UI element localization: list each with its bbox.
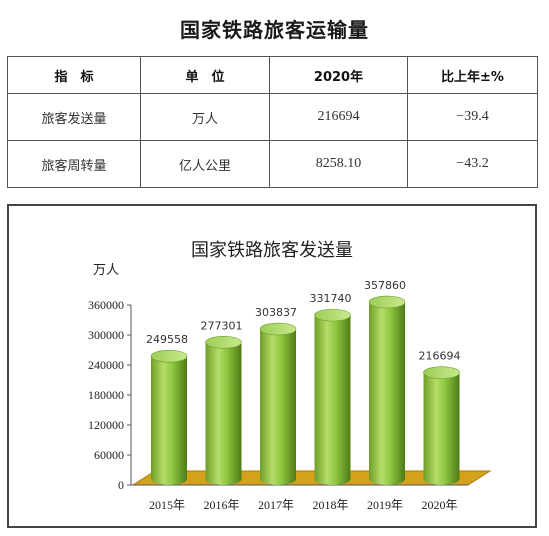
bar-cap: [259, 322, 297, 336]
bar: [369, 302, 405, 485]
y-tick-label: 360000: [88, 298, 124, 312]
x-tick-label: 2016年: [203, 498, 239, 512]
page-title: 国家铁路旅客运输量: [180, 18, 369, 42]
x-tick-label: 2020年: [421, 498, 457, 512]
x-tick-label: 2015年: [149, 498, 185, 512]
bar-cap: [314, 308, 351, 322]
cell-indicator: 旅客周转量: [7, 140, 141, 188]
data-label: 277301: [201, 319, 243, 332]
y-tick-label: 300000: [88, 328, 124, 342]
table-row: 旅客发送量 万人 216694 −39.4: [7, 93, 538, 141]
x-tick-label: 2019年: [367, 498, 403, 512]
bar-cap: [205, 336, 242, 349]
cell-change: −39.4: [407, 93, 538, 141]
header-unit: 单 位: [140, 56, 270, 94]
x-tick-label: 2017年: [258, 498, 294, 512]
cell-unit: 万人: [140, 93, 270, 141]
cell-change: −43.2: [407, 140, 538, 188]
header-change: 比上年±%: [407, 56, 538, 94]
y-tick-label: 180000: [88, 388, 124, 402]
bar: [260, 329, 296, 485]
chart-title: 国家铁路旅客发送量: [191, 240, 353, 261]
y-axis-unit: 万人: [93, 263, 119, 278]
stats-table: 指 标 单 位 2020年 比上年±% 旅客发送量 万人 216694 −39.…: [7, 56, 538, 188]
bar: [423, 372, 460, 485]
y-tick-label: 60000: [94, 448, 124, 462]
bar-chart: 国家铁路旅客发送量 万人 0 60000 120000 180000 240000 300…: [88, 240, 492, 512]
bar-cap: [150, 349, 188, 363]
cell-indicator: 旅客发送量: [7, 93, 141, 141]
data-label: 216694: [419, 350, 461, 363]
bar: [151, 356, 187, 485]
chart-frame: 国家铁路旅客发送量 万人 0 60000 120000 180000 240000 300…: [7, 204, 537, 528]
y-tick-label: 240000: [88, 358, 124, 372]
data-label: 249558: [146, 333, 188, 346]
data-label: 331740: [310, 292, 352, 305]
bar-cap: [423, 366, 460, 379]
cell-unit: 亿人公里: [140, 140, 270, 188]
header-indicator: 指 标: [7, 56, 141, 94]
table-row: 旅客周转量 亿人公里 8258.10 −43.2: [7, 140, 538, 188]
y-tick-label: 120000: [88, 418, 124, 432]
header-year: 2020年: [269, 56, 408, 94]
y-tick-label: 0: [118, 478, 124, 492]
bar: [314, 315, 351, 485]
bar: [205, 342, 242, 485]
cell-value: 8258.10: [269, 140, 408, 188]
data-label: 357860: [364, 279, 406, 292]
table-header-row: 指 标 单 位 2020年 比上年±%: [7, 56, 538, 94]
data-label: 303837: [255, 306, 297, 319]
cell-value: 216694: [269, 93, 408, 141]
x-tick-label: 2018年: [312, 498, 348, 512]
bar-cap: [368, 295, 406, 309]
